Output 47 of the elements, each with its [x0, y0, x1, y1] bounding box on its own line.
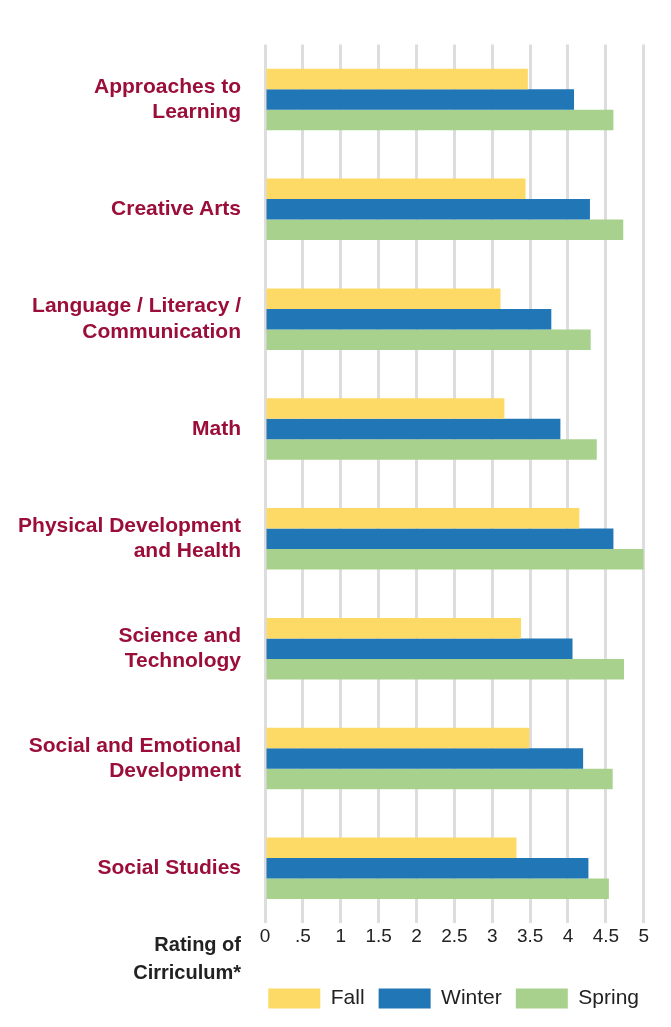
bar [266, 638, 573, 659]
y-tick-label: Social and Emotional Development [28, 732, 241, 781]
y-tick-label: Creative Arts [111, 196, 241, 220]
bar [266, 89, 575, 110]
bar [266, 617, 522, 639]
y-tick-label: Science and Technology [118, 622, 242, 672]
legend-label: Spring [578, 985, 639, 1009]
bar [266, 878, 609, 900]
bar [266, 768, 613, 790]
bar [266, 308, 552, 330]
y-tick-label: Approaches to Learning [93, 73, 241, 122]
bar [266, 549, 644, 570]
bar [266, 837, 517, 859]
x-tick-label: 4 [562, 925, 574, 947]
x-tick-label: 0 [259, 925, 271, 947]
bar [266, 858, 589, 879]
x-tick-label: 1 [335, 925, 347, 947]
x-tick-label: 2.5 [441, 925, 468, 947]
bar [266, 748, 584, 769]
bar [266, 439, 597, 460]
bar [266, 109, 614, 131]
bar [266, 508, 580, 529]
y-tick-label: Physical Development and Health [18, 513, 241, 562]
y-tick-label: Language / Literacy / Communication [32, 293, 242, 342]
bar [266, 178, 526, 200]
y-tick-label: Social Studies [97, 855, 241, 879]
x-tick-label: 4.5 [592, 925, 620, 947]
bar [266, 418, 561, 440]
bar [266, 288, 501, 309]
bar [266, 398, 505, 419]
x-tick-label: 3.5 [516, 925, 544, 947]
bar [266, 219, 624, 241]
bar [266, 199, 590, 220]
x-tick-label: 5 [638, 925, 650, 947]
x-axis-title: Rating of Cirriculum* [133, 932, 242, 983]
bar [266, 329, 591, 350]
bar [266, 658, 625, 680]
legend-label: Winter [441, 985, 502, 1009]
y-tick-label: Math [192, 415, 241, 439]
bar [266, 528, 614, 550]
bar [266, 68, 528, 90]
bar [266, 727, 530, 749]
x-tick-label: 2 [411, 925, 422, 947]
x-tick-label: 3 [486, 925, 498, 947]
x-tick-label: 1.5 [365, 925, 392, 947]
x-tick-label: .5 [294, 925, 311, 947]
legend-label: Fall [330, 985, 365, 1009]
